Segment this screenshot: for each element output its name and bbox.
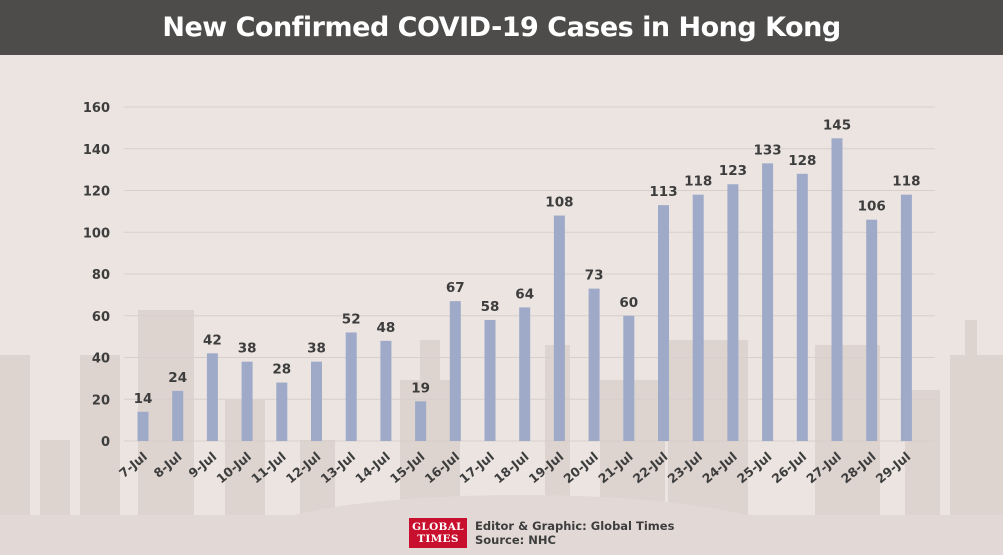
source-credit: Source: NHC — [475, 533, 556, 547]
data-label: 67 — [446, 280, 465, 296]
bar — [796, 173, 808, 442]
x-tick-label: 27-Jul — [803, 449, 844, 486]
y-tick-label: 40 — [92, 352, 110, 367]
y-tick-label: 0 — [101, 435, 110, 450]
bar — [762, 163, 774, 442]
data-label: 24 — [168, 370, 187, 386]
x-tick-label: 8-Jul — [151, 449, 185, 481]
data-label: 14 — [134, 391, 153, 407]
x-tick-label: 25-Jul — [734, 449, 775, 486]
data-label: 118 — [892, 174, 920, 190]
x-tick-label: 10-Jul — [213, 449, 254, 486]
x-tick-label: 17-Jul — [456, 449, 497, 486]
editor-credit: Editor & Graphic: Global Times — [475, 519, 675, 533]
bar — [692, 194, 704, 441]
city-skyline-background — [0, 310, 1003, 555]
x-tick-label: 16-Jul — [422, 449, 463, 486]
data-label: 106 — [858, 199, 886, 215]
x-tick-label: 24-Jul — [699, 449, 740, 486]
data-label: 64 — [515, 286, 534, 302]
bar — [831, 138, 843, 441]
data-label: 145 — [823, 117, 851, 133]
x-tick-label: 13-Jul — [318, 449, 359, 486]
x-tick-label: 20-Jul — [560, 449, 601, 486]
bar — [588, 288, 600, 441]
x-tick-label: 15-Jul — [387, 449, 428, 486]
x-tick-label: 11-Jul — [248, 449, 289, 486]
x-tick-label: 21-Jul — [595, 449, 636, 486]
bar — [241, 361, 253, 441]
credits: Editor & Graphic: Global Times Source: N… — [475, 519, 674, 547]
bar — [484, 319, 496, 441]
x-tick-label: 14-Jul — [352, 449, 393, 486]
x-tick-label: 18-Jul — [491, 449, 532, 486]
data-label: 60 — [619, 295, 638, 311]
logo-line2: TIMES — [417, 533, 459, 545]
y-tick-label: 20 — [92, 393, 110, 408]
bar — [866, 219, 878, 441]
y-tick-label: 160 — [83, 101, 110, 116]
x-tick-label: 26-Jul — [769, 449, 810, 486]
logo-line1: GLOBAL — [412, 521, 464, 533]
bar — [727, 184, 739, 442]
data-label: 73 — [585, 268, 604, 284]
y-tick-label: 100 — [83, 226, 110, 241]
bar — [345, 332, 357, 441]
x-tick-label: 7-Jul — [116, 449, 150, 481]
data-label: 42 — [203, 332, 222, 348]
data-label: 118 — [684, 174, 712, 190]
bar — [311, 361, 322, 441]
x-tick-label: 28-Jul — [838, 449, 879, 486]
chart-title: New Confirmed COVID-19 Cases in Hong Kon… — [0, 0, 1003, 55]
x-tick-label: 19-Jul — [526, 449, 567, 486]
x-tick-label: 22-Jul — [630, 449, 671, 486]
x-tick-label: 12-Jul — [283, 449, 324, 486]
bar — [449, 301, 461, 441]
data-label: 133 — [754, 142, 782, 158]
data-label: 52 — [342, 311, 361, 327]
bar — [415, 401, 427, 441]
data-label: 48 — [377, 320, 396, 336]
bar — [519, 307, 531, 441]
y-tick-label: 80 — [92, 268, 110, 283]
bar — [900, 194, 912, 441]
global-times-logo: GLOBAL TIMES — [409, 518, 467, 548]
bar — [658, 205, 669, 441]
bar — [623, 315, 635, 441]
bar — [172, 390, 184, 441]
bar — [137, 411, 149, 441]
footer: GLOBAL TIMES Editor & Graphic: Global Ti… — [409, 516, 674, 550]
y-tick-label: 60 — [92, 310, 110, 325]
y-tick-label: 140 — [83, 143, 110, 158]
x-tick-label: 29-Jul — [873, 449, 914, 486]
data-label: 58 — [481, 299, 500, 315]
bar — [206, 353, 218, 441]
data-label: 19 — [411, 380, 430, 396]
data-label: 28 — [272, 362, 291, 378]
data-label: 113 — [649, 184, 677, 200]
y-tick-label: 120 — [83, 185, 110, 200]
data-label: 38 — [307, 341, 326, 357]
data-label: 123 — [719, 163, 747, 179]
bar — [553, 215, 565, 441]
bar — [380, 340, 392, 441]
data-label: 108 — [545, 195, 573, 211]
data-label: 128 — [788, 153, 816, 169]
data-label: 38 — [238, 341, 257, 357]
x-tick-label: 23-Jul — [665, 449, 706, 486]
bar — [276, 382, 288, 441]
